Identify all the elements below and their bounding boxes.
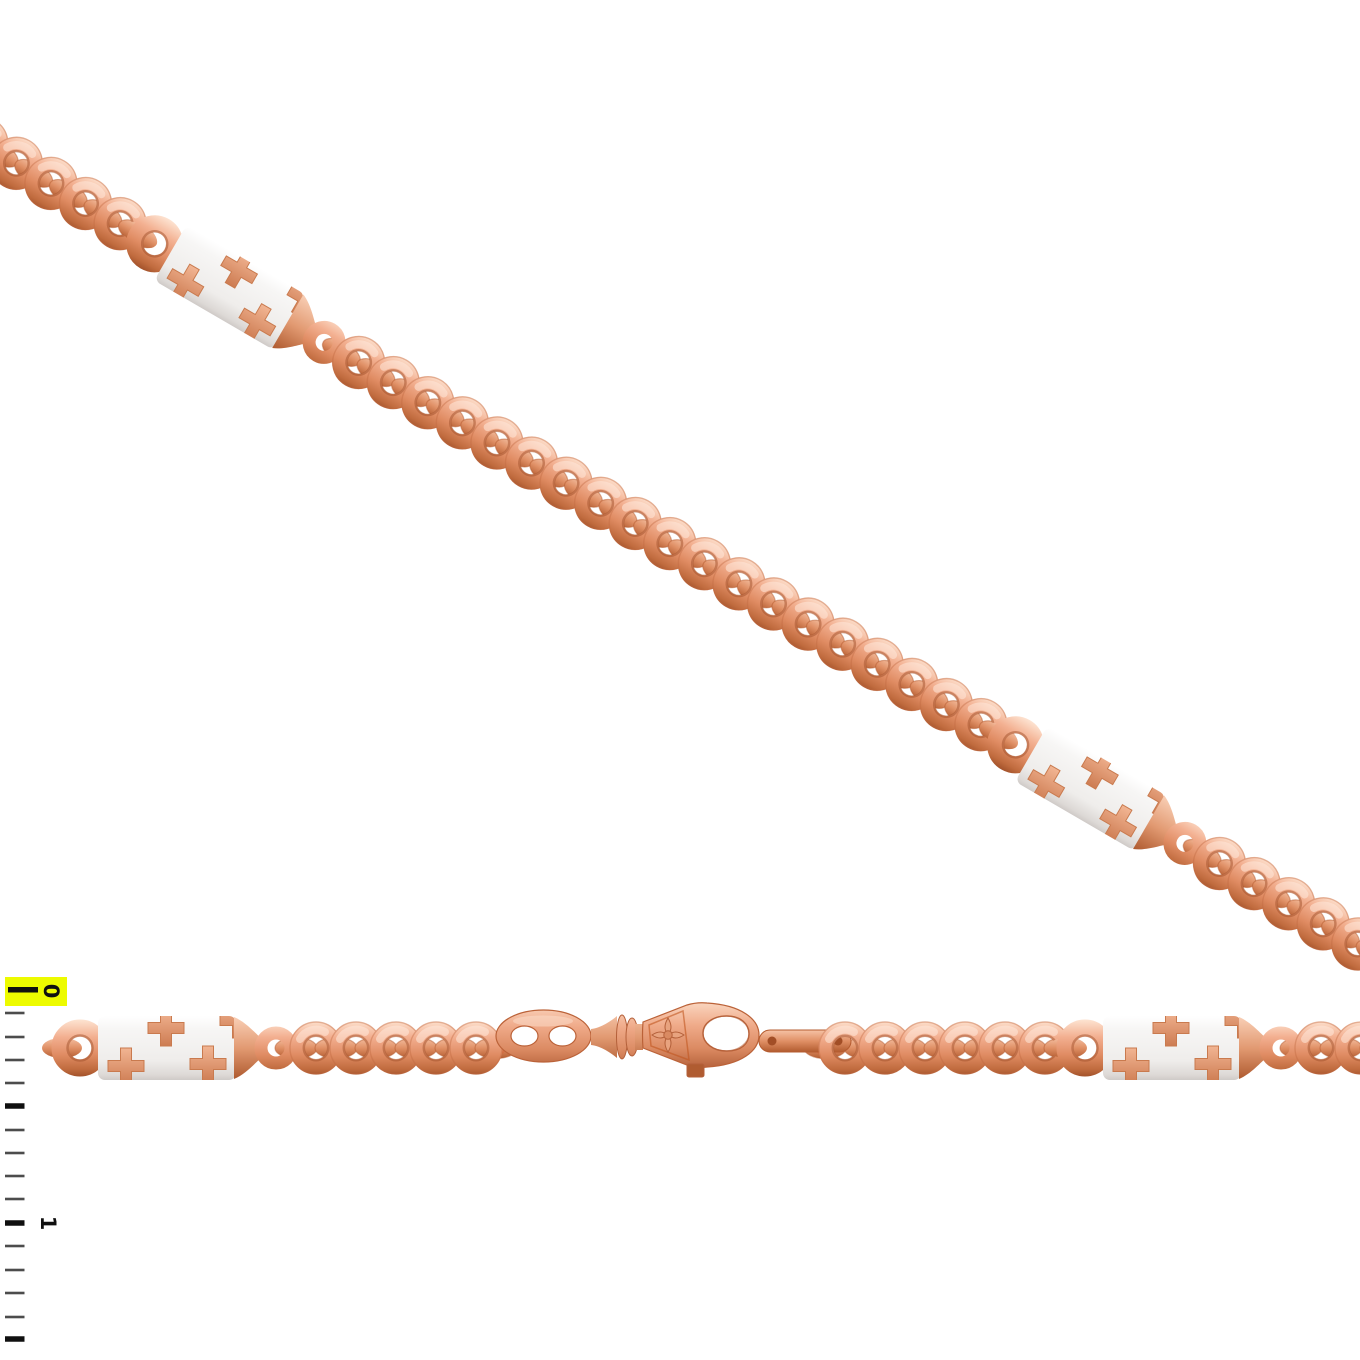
ruler-tick bbox=[5, 1315, 25, 1319]
ruler-tick bbox=[5, 1220, 25, 1226]
ruler-tick bbox=[5, 1244, 25, 1248]
ruler-tick-marks bbox=[5, 1011, 25, 1342]
ruler-zero-tick bbox=[8, 987, 38, 993]
ruler-tick bbox=[5, 1336, 25, 1342]
ruler-tick bbox=[5, 1058, 25, 1062]
ruler-tick bbox=[5, 1128, 25, 1132]
ruler-tick bbox=[5, 1011, 25, 1015]
mariner-link bbox=[495, 1009, 592, 1063]
ruler-tick bbox=[5, 1151, 25, 1155]
ruler-label-one: 1 bbox=[36, 1216, 60, 1231]
ruler-tick bbox=[5, 1174, 25, 1178]
ruler-tick bbox=[5, 1081, 25, 1085]
ruler-tick bbox=[5, 1197, 25, 1201]
ruler-label-zero: 0 bbox=[39, 984, 63, 999]
ruler-tick bbox=[5, 1035, 25, 1039]
ruler-tick bbox=[5, 1268, 25, 1272]
ruler: 0 1 bbox=[5, 977, 67, 1342]
ruler-tick bbox=[5, 1291, 25, 1295]
ruler-tick bbox=[5, 1103, 25, 1109]
